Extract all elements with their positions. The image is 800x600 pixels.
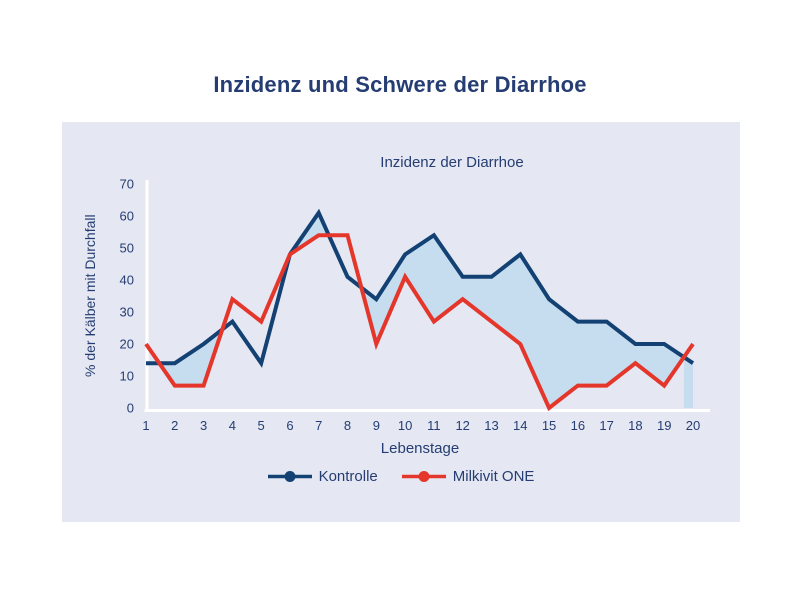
x-tick-label: 12 bbox=[455, 418, 469, 433]
legend-item-milkivit-one: Milkivit ONE bbox=[401, 468, 535, 485]
x-tick-label: 9 bbox=[373, 418, 380, 433]
y-tick-label: 0 bbox=[127, 401, 134, 416]
x-tick-label: 14 bbox=[513, 418, 527, 433]
milkivit-one-line bbox=[144, 233, 695, 412]
legend-label-kontrolle: Kontrolle bbox=[318, 468, 378, 485]
kontrolle-line bbox=[146, 208, 695, 368]
x-tick-label: 4 bbox=[229, 418, 236, 433]
x-tick-label: 15 bbox=[542, 418, 556, 433]
x-tick-label: 17 bbox=[599, 418, 613, 433]
kontrolle-line-dot-icon bbox=[267, 470, 312, 483]
y-tick-label: 70 bbox=[120, 177, 134, 192]
x-tick-label: 3 bbox=[200, 418, 207, 433]
x-tick-label: 13 bbox=[484, 418, 498, 433]
legend-label-milkivit-one: Milkivit ONE bbox=[452, 468, 535, 485]
x-tick-label: 8 bbox=[344, 418, 351, 433]
x-tick-label: 19 bbox=[657, 418, 671, 433]
chart-subtitle: Inzidenz der Diarrhoe bbox=[380, 154, 524, 171]
y-tick-label: 10 bbox=[120, 369, 134, 384]
x-tick-label: 1 bbox=[142, 418, 149, 433]
x-tick-label: 6 bbox=[286, 418, 293, 433]
x-tick-label: 7 bbox=[315, 418, 322, 433]
y-tick-label: 60 bbox=[120, 209, 134, 224]
milkivit-one-line-dot-icon bbox=[401, 470, 446, 483]
axis-lines bbox=[144, 180, 710, 412]
y-tick-label: 50 bbox=[120, 241, 134, 256]
x-tick-label: 5 bbox=[258, 418, 265, 433]
x-axis-title: Lebenstage bbox=[380, 440, 460, 457]
x-tick-label: 10 bbox=[398, 418, 412, 433]
y-axis-tick-labels: 0 10 20 30 40 50 60 70 bbox=[120, 177, 134, 416]
x-tick-label: 11 bbox=[427, 418, 441, 433]
x-tick-label: 16 bbox=[571, 418, 585, 433]
x-tick-label: 20 bbox=[686, 418, 700, 433]
x-tick-label: 2 bbox=[171, 418, 178, 433]
y-tick-label: 30 bbox=[120, 305, 134, 320]
x-tick-label: 18 bbox=[628, 418, 642, 433]
chart-legend: Kontrolle Milkivit ONE bbox=[62, 468, 740, 485]
legend-marker-glyph bbox=[401, 471, 446, 482]
page-title: Inzidenz und Schwere der Diarrhoe bbox=[213, 72, 587, 97]
tail-drop-area bbox=[683, 357, 693, 408]
x-axis-tick-labels: 1 2 3 4 5 6 7 8 9 10 11 12 13 14 15 16 17 18 19 20 bbox=[142, 418, 700, 433]
y-tick-label: 40 bbox=[120, 273, 134, 288]
legend-marker-glyph bbox=[267, 471, 312, 482]
legend-item-kontrolle: Kontrolle bbox=[267, 468, 378, 485]
chart-panel: Inzidenz der Diarrhoe % der Kälber mit D… bbox=[62, 122, 740, 522]
y-tick-label: 20 bbox=[120, 337, 134, 352]
